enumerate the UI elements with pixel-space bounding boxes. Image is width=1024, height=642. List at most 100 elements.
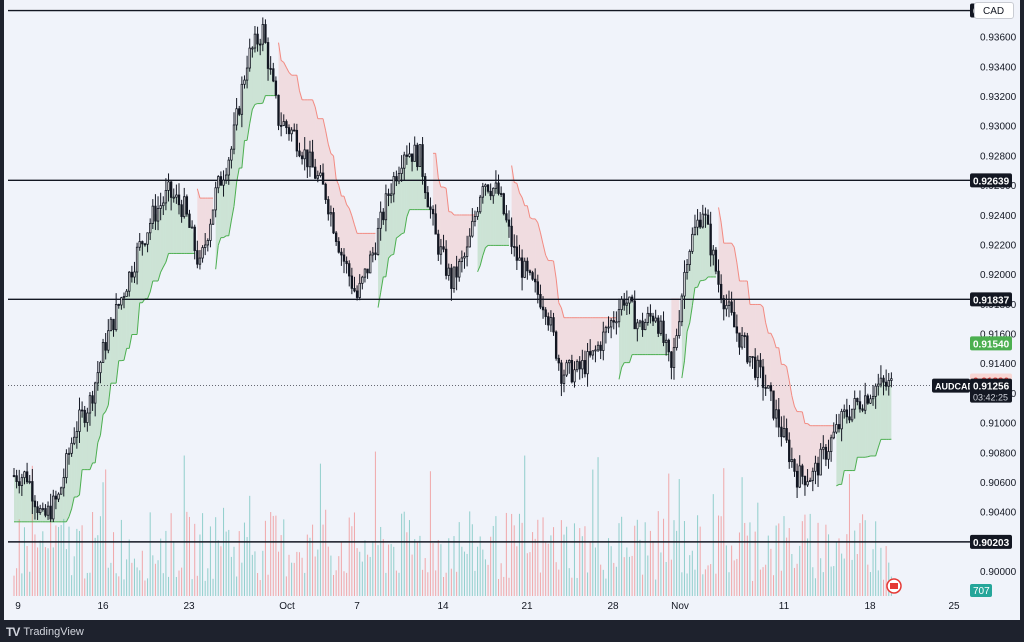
volume-bar — [647, 555, 649, 596]
candle-body — [104, 342, 107, 351]
band-line — [223, 235, 227, 239]
band-fill — [443, 187, 447, 263]
band-line — [333, 155, 337, 180]
candle-body — [298, 150, 301, 157]
candle-body — [471, 220, 474, 237]
volume-bar — [343, 571, 345, 596]
price-chart[interactable]: 0.93600 0.93400 0.93200 0.93000 0.92800 0.926… — [4, 0, 1020, 620]
band-fill — [265, 33, 269, 96]
volume-bar — [293, 562, 295, 596]
volume-bar — [762, 567, 764, 596]
candle-body — [528, 270, 532, 274]
candle-body — [740, 335, 744, 348]
time-axis[interactable]: 9 16 23 Oct 7 14 21 28 Nov 11 18 25 — [15, 601, 960, 612]
flag-marker[interactable] — [886, 578, 902, 594]
band-line — [160, 266, 164, 273]
candle-body — [664, 339, 668, 343]
candle-body — [177, 194, 181, 206]
candle-body — [858, 401, 862, 410]
volume-bar — [288, 554, 290, 596]
candle-body — [458, 261, 461, 278]
band-fill — [336, 179, 339, 247]
band-fill — [718, 207, 722, 292]
volume-bar — [592, 469, 594, 596]
band-fill — [529, 217, 533, 276]
band-fill — [579, 317, 583, 366]
candle-body — [256, 33, 259, 45]
band-fill — [807, 423, 811, 484]
candle-body — [578, 361, 581, 370]
candle-body — [486, 184, 490, 192]
band-line — [618, 367, 623, 380]
band-line — [217, 237, 222, 246]
volume-histogram — [13, 451, 892, 596]
band-line — [691, 287, 696, 306]
band-fill — [320, 118, 324, 179]
volume-bar — [314, 556, 316, 596]
band-fill — [197, 188, 200, 262]
price-axis-tick: 0.92200 — [980, 240, 1017, 251]
candle-body — [518, 257, 521, 261]
volume-bar — [149, 512, 151, 596]
time-axis-tick: Oct — [279, 601, 295, 612]
candle-body — [65, 453, 68, 479]
band-fill — [488, 188, 491, 246]
band-line — [770, 333, 774, 340]
volume-bar — [600, 564, 602, 596]
volume-bar — [869, 572, 871, 596]
candle-body — [429, 206, 432, 210]
candle-body — [209, 223, 212, 241]
candle-body — [156, 207, 160, 222]
chart-pane[interactable]: 0.93600 0.93400 0.93200 0.93000 0.92800 0.926… — [4, 0, 1020, 620]
volume-bar — [602, 569, 604, 596]
tradingview-logo[interactable]: TV TradingView — [6, 625, 84, 639]
band-fill — [875, 385, 879, 456]
volume-bar — [644, 522, 646, 596]
candle-body — [515, 246, 519, 261]
volume-bar — [154, 563, 156, 596]
candle-body — [190, 226, 194, 229]
volume-bar — [374, 451, 376, 596]
candle-body — [418, 144, 422, 168]
candle-body — [502, 193, 505, 215]
volume-bar — [521, 522, 523, 596]
volume-bar — [725, 545, 727, 596]
candle-body — [628, 296, 631, 304]
candle-body — [824, 446, 828, 460]
volume-bar — [828, 534, 830, 596]
band-fill — [799, 411, 803, 477]
candle-body — [725, 304, 728, 310]
current-price-text: 0.91256 — [973, 382, 1010, 393]
volume-bar — [351, 526, 353, 596]
band-fill — [590, 317, 593, 354]
volume-bar — [367, 554, 369, 596]
candle-body — [44, 508, 47, 516]
band-fill — [202, 198, 206, 253]
volume-bar — [230, 556, 232, 596]
volume-bar — [587, 572, 589, 596]
band-line — [689, 305, 693, 323]
candle-body — [371, 252, 374, 256]
candle-body — [688, 251, 691, 265]
band-fill — [289, 72, 292, 132]
candle-body — [693, 226, 697, 235]
band-fill — [82, 410, 85, 470]
time-axis-tick: 7 — [354, 601, 360, 612]
volume-bar — [296, 551, 298, 596]
volume-bar — [353, 512, 355, 596]
volume-bar — [175, 576, 177, 596]
volume-bar — [196, 575, 198, 596]
volume-bar — [479, 536, 481, 596]
candle-body — [596, 344, 600, 351]
currency-label[interactable]: CAD — [974, 2, 1014, 19]
band-fill — [163, 196, 166, 267]
candle-body — [232, 124, 236, 150]
candle-body — [214, 187, 217, 211]
candle-body — [149, 223, 152, 234]
volume-bar — [642, 574, 644, 596]
candle-body — [672, 347, 676, 368]
volume-bar — [880, 547, 882, 596]
volume-bar — [254, 551, 256, 596]
candle-body — [829, 437, 833, 452]
volume-bar — [872, 549, 874, 596]
